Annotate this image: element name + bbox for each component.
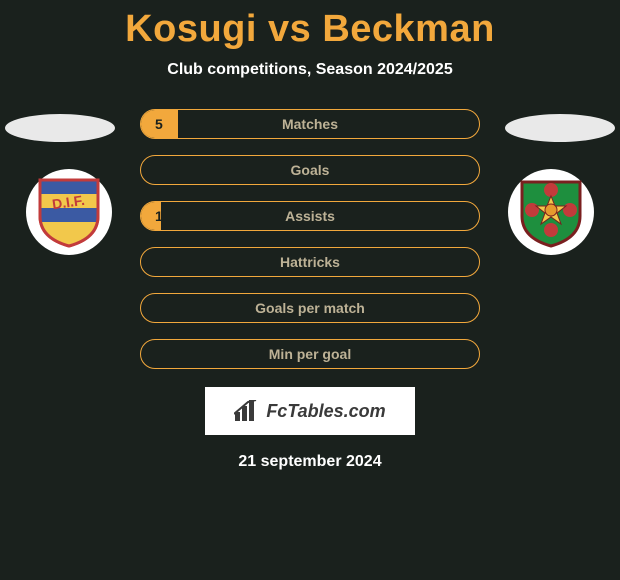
- stat-bar: Goals: [140, 155, 480, 185]
- player-name-ellipse-right: [505, 114, 615, 142]
- bar-label: Assists: [141, 208, 479, 224]
- stat-bar: Min per goal: [140, 339, 480, 369]
- page-title: Kosugi vs Beckman: [0, 0, 620, 51]
- bar-label: Matches: [141, 116, 479, 132]
- club-logo-right: [508, 169, 594, 255]
- page-subtitle: Club competitions, Season 2024/2025: [0, 61, 620, 79]
- dif-shield-icon: D.I.F.: [38, 176, 100, 248]
- stat-bar: Matches5: [140, 109, 480, 139]
- bar-label: Goals: [141, 162, 479, 178]
- bar-value-left: 1: [155, 208, 163, 224]
- gais-shield-icon: [520, 176, 582, 248]
- stat-bars: Matches5 Goals Assists1 Hattricks Goals per …: [140, 109, 480, 369]
- branding-label: FcTables.com: [266, 401, 385, 422]
- bar-label: Min per goal: [141, 346, 479, 362]
- footer-date: 21 september 2024: [0, 453, 620, 471]
- stat-bar: Hattricks: [140, 247, 480, 277]
- bar-label: Goals per match: [141, 300, 479, 316]
- stat-bar: Goals per match: [140, 293, 480, 323]
- bar-value-left: 5: [155, 116, 163, 132]
- comparison-panel: D.I.F. Matches5 Goals Assists1 Hattricks Goa…: [0, 109, 620, 369]
- bar-label: Hattricks: [141, 254, 479, 270]
- fctables-bars-icon: [234, 400, 260, 422]
- club-logo-left: D.I.F.: [26, 169, 112, 255]
- branding-badge: FcTables.com: [205, 387, 415, 435]
- player-name-ellipse-left: [5, 114, 115, 142]
- stat-bar: Assists1: [140, 201, 480, 231]
